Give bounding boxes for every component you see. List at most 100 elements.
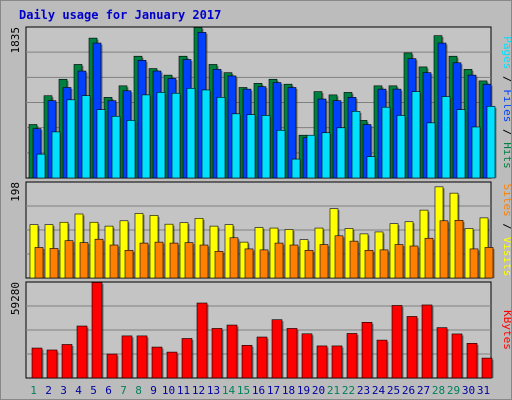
bar-pages-day-11 (186, 88, 196, 179)
x-tick-label-day-18: 18 (282, 384, 295, 397)
bar-kbytes-day-3 (61, 344, 73, 379)
bar-sites-day-16 (259, 249, 269, 279)
bar-kbytes-day-14 (226, 324, 238, 379)
x-tick-label-day-3: 3 (60, 384, 67, 397)
legend-hits-files-pages-part: Pages (501, 36, 512, 69)
x-tick-label-day-17: 17 (267, 384, 280, 397)
bar-sites-day-4 (79, 242, 89, 279)
bar-sites-day-6 (109, 244, 119, 279)
bar-sites-day-5 (94, 238, 104, 279)
bar-sites-day-26 (409, 245, 419, 279)
x-tick-label-day-14: 14 (222, 384, 236, 397)
x-tick-label-day-27: 27 (417, 384, 430, 397)
panel-visits-sites-ymax-label: 198 (9, 182, 22, 202)
x-tick-label-day-7: 7 (120, 384, 127, 397)
bar-pages-day-23 (366, 156, 376, 179)
x-tick-label-day-1: 1 (30, 384, 37, 397)
x-tick-label-day-4: 4 (75, 384, 82, 397)
x-tick-label-day-31: 31 (477, 384, 490, 397)
legend-hits-files-pages-part: / (501, 122, 512, 142)
bar-sites-day-25 (394, 244, 404, 279)
x-tick-label-day-11: 11 (177, 384, 190, 397)
bar-pages-day-2 (51, 131, 61, 179)
bar-pages-day-5 (96, 109, 106, 179)
x-tick-label-day-21: 21 (327, 384, 340, 397)
bar-pages-day-9 (156, 92, 166, 179)
x-tick-label-day-16: 16 (252, 384, 265, 397)
bar-sites-day-17 (274, 242, 284, 279)
bar-kbytes-day-5 (91, 282, 103, 379)
bar-sites-day-9 (154, 241, 164, 279)
bar-kbytes-day-8 (136, 335, 148, 379)
bar-kbytes-day-7 (121, 335, 133, 379)
bar-pages-day-22 (351, 111, 361, 179)
bar-pages-day-3 (66, 99, 76, 179)
bar-sites-day-15 (244, 248, 254, 279)
legend-visits-sites-part: Visits (501, 237, 512, 277)
bar-kbytes-day-1 (31, 347, 43, 379)
bar-sites-day-24 (379, 249, 389, 279)
bar-sites-day-10 (169, 242, 179, 279)
bar-pages-day-20 (321, 132, 331, 179)
bar-visits-day-7 (119, 220, 129, 279)
bar-kbytes-day-27 (421, 304, 433, 379)
bar-kbytes-day-30 (466, 343, 478, 379)
bar-pages-day-14 (231, 113, 241, 179)
bar-kbytes-day-20 (316, 345, 328, 379)
bar-sites-day-23 (364, 250, 374, 279)
bar-sites-day-31 (484, 247, 494, 279)
bar-sites-day-29 (454, 220, 464, 279)
legend-hits-files-pages-part: / (501, 69, 512, 89)
x-tick-label-day-15: 15 (237, 384, 250, 397)
legend-kbytes-part: KBytes (501, 310, 512, 350)
bar-kbytes-day-10 (166, 351, 178, 379)
x-tick-label-day-23: 23 (357, 384, 370, 397)
panel-hits-files-pages-ymax-label: 1835 (9, 27, 22, 54)
bar-kbytes-day-21 (331, 345, 343, 379)
bar-kbytes-day-15 (241, 344, 253, 379)
bar-pages-day-8 (141, 94, 151, 179)
x-tick-label-day-26: 26 (402, 384, 415, 397)
bar-pages-day-17 (276, 129, 286, 179)
bar-kbytes-day-4 (76, 325, 88, 379)
bar-sites-day-21 (334, 235, 344, 279)
bar-kbytes-day-18 (286, 328, 298, 379)
bar-sites-day-30 (469, 248, 479, 279)
bar-sites-day-14 (229, 237, 239, 279)
bar-pages-day-1 (36, 153, 46, 179)
bar-pages-day-28 (441, 96, 451, 179)
bar-pages-day-24 (381, 106, 391, 179)
bar-kbytes-day-17 (271, 319, 283, 379)
bar-kbytes-day-23 (361, 321, 373, 379)
x-tick-label-day-20: 20 (312, 384, 325, 397)
bar-kbytes-day-2 (46, 349, 58, 379)
legend-hits-files-pages-part: Hits (501, 142, 512, 169)
legend-hits-files-pages: Pages / Files / Hits (501, 36, 512, 169)
x-tick-label-day-2: 2 (45, 384, 52, 397)
bar-sites-day-3 (64, 240, 74, 279)
bar-kbytes-day-24 (376, 339, 388, 379)
bar-sites-day-18 (289, 244, 299, 279)
bar-pages-day-29 (456, 109, 466, 179)
bar-pages-day-7 (126, 120, 136, 179)
x-tick-label-day-6: 6 (105, 384, 112, 397)
bar-kbytes-day-16 (256, 336, 268, 379)
bar-sites-day-13 (214, 251, 224, 279)
x-tick-label-day-22: 22 (342, 384, 355, 397)
bar-kbytes-day-9 (151, 346, 163, 379)
bar-sites-day-11 (184, 242, 194, 279)
x-tick-label-day-29: 29 (447, 384, 460, 397)
x-tick-label-day-30: 30 (462, 384, 475, 397)
x-tick-label-day-10: 10 (162, 384, 175, 397)
bar-kbytes-day-28 (436, 327, 448, 379)
x-tick-label-day-19: 19 (297, 384, 310, 397)
bar-pages-day-25 (396, 115, 406, 179)
bar-sites-day-28 (439, 220, 449, 279)
legend-visits-sites-part: / (501, 217, 512, 237)
x-tick-label-day-9: 9 (150, 384, 157, 397)
bar-pages-day-31 (486, 106, 496, 179)
bar-sites-day-27 (424, 237, 434, 279)
bar-sites-day-19 (304, 250, 314, 279)
